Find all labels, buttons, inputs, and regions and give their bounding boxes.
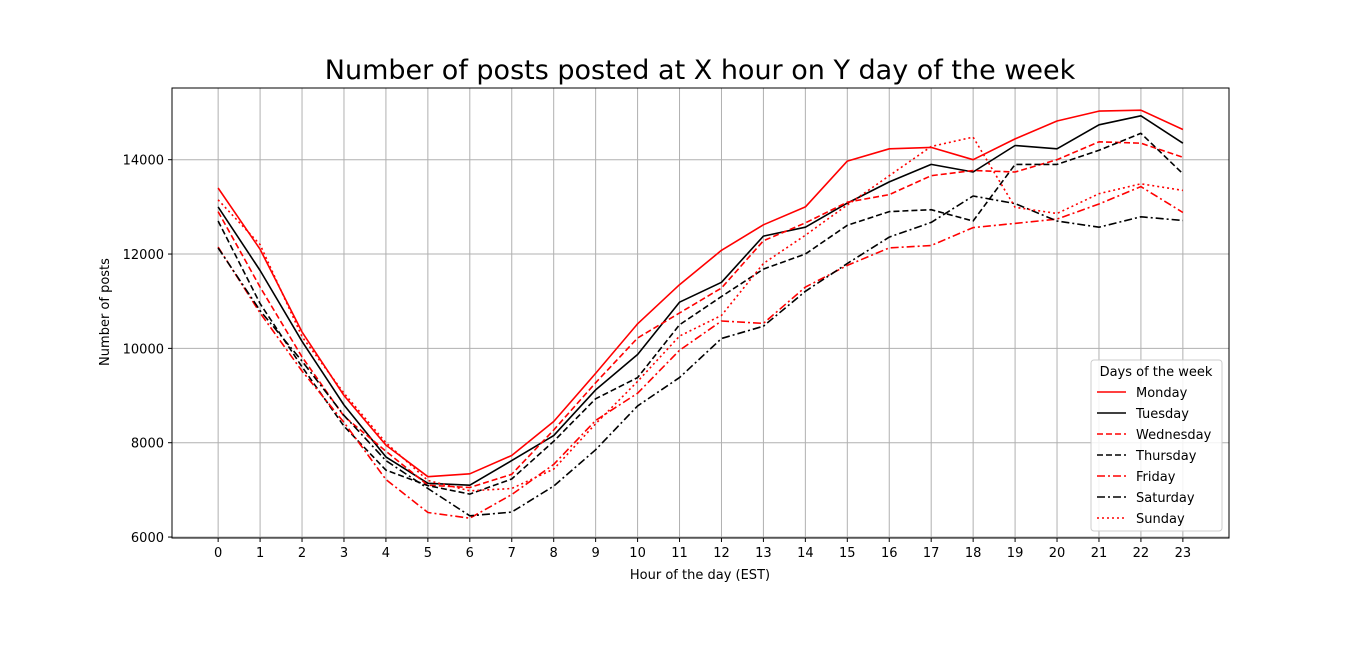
plot-frame [171,87,1230,539]
x-tick-label: 0 [214,546,222,561]
x-tick-label: 8 [550,546,558,561]
y-tick-label: 12000 [123,248,164,263]
x-tick-label: 12 [713,546,730,561]
legend-title: Days of the week [1100,365,1213,380]
x-tick-label: 17 [923,546,940,561]
x-tick-label: 21 [1091,546,1108,561]
series-line-friday [217,185,1184,520]
grid [172,88,1229,538]
x-tick-label: 4 [382,546,390,561]
x-tick-label: 15 [839,546,856,561]
legend-box [1090,359,1223,532]
y-tick-label: 14000 [123,154,164,169]
x-tick-label: 6 [466,546,474,561]
series-line-wednesday [217,141,1184,489]
x-tick-label: 19 [1007,546,1024,561]
y-tick-label: 8000 [131,437,164,452]
x-tick-label: 1 [256,546,264,561]
ticks: 0 1 2 3 4 5 6 7 8 9 10 11 12 13 14 15 16 17 18 19 20 21 22 2360… [123,154,1191,561]
x-tick-label: 14 [797,546,814,561]
x-tick-label: 18 [965,546,982,561]
series-line-sunday [217,136,1184,492]
legend-label-friday: Friday [1136,470,1176,485]
series-line-thursday [217,132,1184,495]
y-tick-label: 10000 [123,342,164,357]
series-line-monday [217,109,1184,478]
x-tick-label: 20 [1049,546,1066,561]
x-tick-label: 7 [508,546,516,561]
legend-label-wednesday: Wednesday [1136,428,1212,443]
legend-label-monday: Monday [1136,386,1188,401]
x-tick-label: 22 [1133,546,1150,561]
x-tick-label: 10 [629,546,646,561]
y-tick-label: 6000 [131,531,164,546]
legend-label-tuesday: Tuesday [1135,407,1189,422]
legend-label-sunday: Sunday [1136,512,1185,527]
chart-title: Number of posts posted at X hour on Y da… [325,55,1076,86]
x-tick-label: 11 [671,546,688,561]
x-tick-label: 23 [1175,546,1192,561]
x-tick-label: 2 [298,546,306,561]
x-tick-label: 3 [340,546,348,561]
series-line-tuesday [217,115,1184,487]
legend: Days of the week Monday Tuesday Wednesday T… [1090,359,1223,532]
y-axis-label: Number of posts [98,258,113,366]
x-tick-label: 16 [881,546,898,561]
x-tick-label: 13 [755,546,772,561]
x-tick-label: 9 [591,546,599,561]
series-group [217,109,1184,520]
series-line-saturday [217,195,1183,517]
legend-label-saturday: Saturday [1136,491,1195,506]
legend-label-thursday: Thursday [1135,449,1197,464]
x-axis-label: Hour of the day (EST) [630,568,770,583]
x-tick-label: 5 [424,546,432,561]
